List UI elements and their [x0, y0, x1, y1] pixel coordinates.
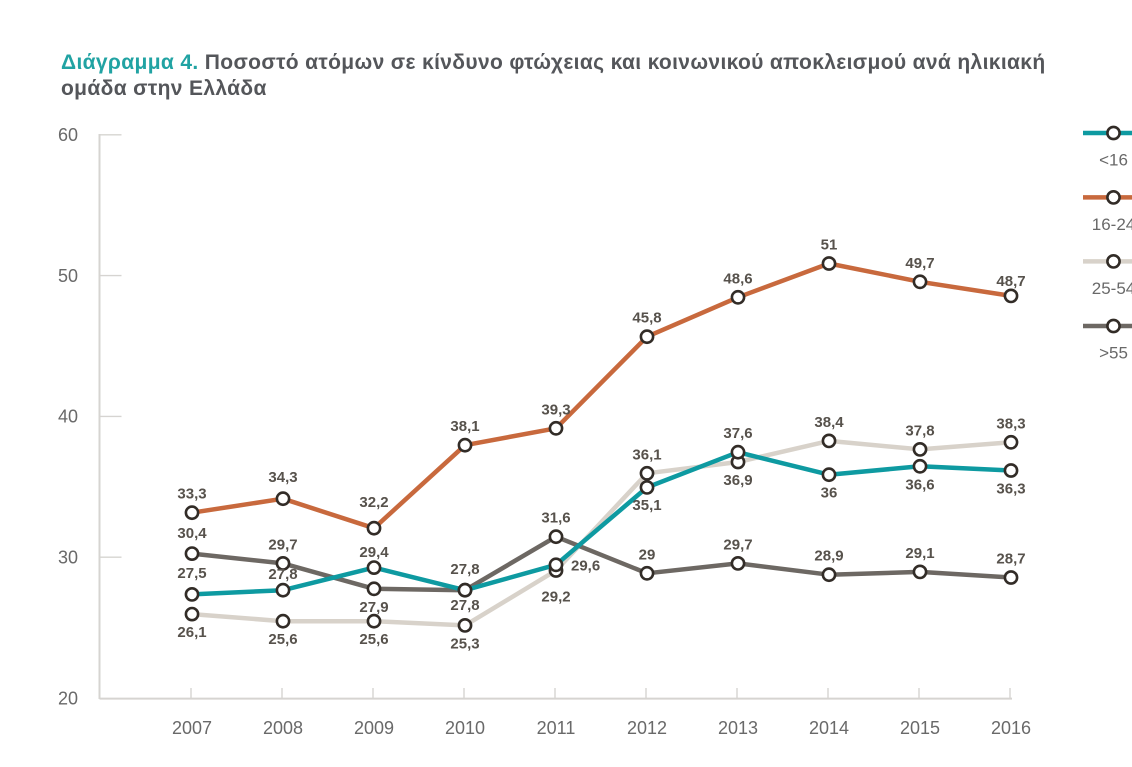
- svg-text:16-24: 16-24: [1092, 215, 1132, 234]
- svg-text:2016: 2016: [991, 718, 1031, 738]
- svg-text:32,2: 32,2: [359, 494, 388, 511]
- svg-text:51: 51: [821, 237, 838, 254]
- svg-text:28,7: 28,7: [996, 551, 1025, 568]
- svg-text:25,6: 25,6: [268, 631, 297, 648]
- svg-text:>55: >55: [1099, 344, 1128, 363]
- svg-text:37,6: 37,6: [723, 425, 752, 442]
- svg-text:36,6: 36,6: [905, 476, 934, 493]
- svg-text:27,8: 27,8: [450, 597, 479, 614]
- svg-text:34,3: 34,3: [268, 469, 297, 486]
- svg-text:2010: 2010: [445, 718, 485, 738]
- svg-text:20: 20: [58, 688, 78, 708]
- svg-text:36,3: 36,3: [996, 481, 1025, 498]
- svg-text:37,8: 37,8: [905, 422, 934, 439]
- svg-text:27,9: 27,9: [359, 599, 388, 616]
- svg-text:ομάδα στην Ελλάδα: ομάδα στην Ελλάδα: [61, 77, 267, 100]
- svg-text:27,5: 27,5: [177, 565, 206, 582]
- svg-text:38,3: 38,3: [996, 415, 1025, 432]
- svg-text:36,9: 36,9: [723, 472, 752, 489]
- svg-text:Διάγραμμα 4. Ποσοστό ατόμων σε: Διάγραμμα 4. Ποσοστό ατόμων σε κίνδυνο φ…: [61, 51, 1046, 74]
- svg-text:30: 30: [58, 548, 78, 568]
- svg-text:27,8: 27,8: [268, 566, 297, 583]
- svg-text:25,6: 25,6: [359, 631, 388, 648]
- svg-text:2014: 2014: [809, 718, 849, 738]
- svg-text:27,8: 27,8: [450, 561, 479, 578]
- svg-text:48,6: 48,6: [723, 270, 752, 287]
- svg-text:40: 40: [58, 407, 78, 427]
- svg-text:30,4: 30,4: [177, 525, 207, 542]
- svg-text:38,1: 38,1: [450, 418, 479, 435]
- svg-text:25,3: 25,3: [450, 635, 479, 652]
- svg-text:35,1: 35,1: [632, 497, 661, 514]
- svg-text:26,1: 26,1: [177, 624, 206, 641]
- svg-text:2009: 2009: [354, 718, 394, 738]
- svg-text:39,3: 39,3: [541, 401, 570, 418]
- svg-text:25-54: 25-54: [1092, 279, 1132, 298]
- svg-text:36: 36: [821, 485, 838, 502]
- svg-text:2013: 2013: [718, 718, 758, 738]
- svg-text:29,6: 29,6: [571, 557, 600, 574]
- svg-text:29,1: 29,1: [905, 545, 934, 562]
- svg-text:33,3: 33,3: [177, 486, 206, 503]
- svg-text:28,9: 28,9: [814, 548, 843, 565]
- svg-text:2011: 2011: [537, 718, 576, 738]
- svg-text:29,7: 29,7: [268, 536, 297, 553]
- svg-text:2012: 2012: [627, 718, 667, 738]
- svg-text:38,4: 38,4: [814, 414, 844, 431]
- svg-text:45,8: 45,8: [632, 310, 661, 327]
- svg-text:49,7: 49,7: [905, 255, 934, 272]
- svg-text:29,4: 29,4: [359, 544, 389, 561]
- svg-text:50: 50: [58, 266, 78, 286]
- svg-text:2008: 2008: [263, 718, 303, 738]
- svg-text:2007: 2007: [172, 718, 212, 738]
- svg-text:31,6: 31,6: [541, 510, 570, 527]
- svg-text:<16: <16: [1099, 151, 1128, 170]
- svg-text:48,7: 48,7: [996, 273, 1025, 290]
- svg-text:29: 29: [639, 546, 656, 563]
- svg-text:29,7: 29,7: [723, 536, 752, 553]
- svg-text:60: 60: [58, 125, 78, 145]
- svg-text:36,1: 36,1: [632, 446, 661, 463]
- svg-text:29,2: 29,2: [541, 589, 570, 606]
- svg-text:2015: 2015: [900, 718, 940, 738]
